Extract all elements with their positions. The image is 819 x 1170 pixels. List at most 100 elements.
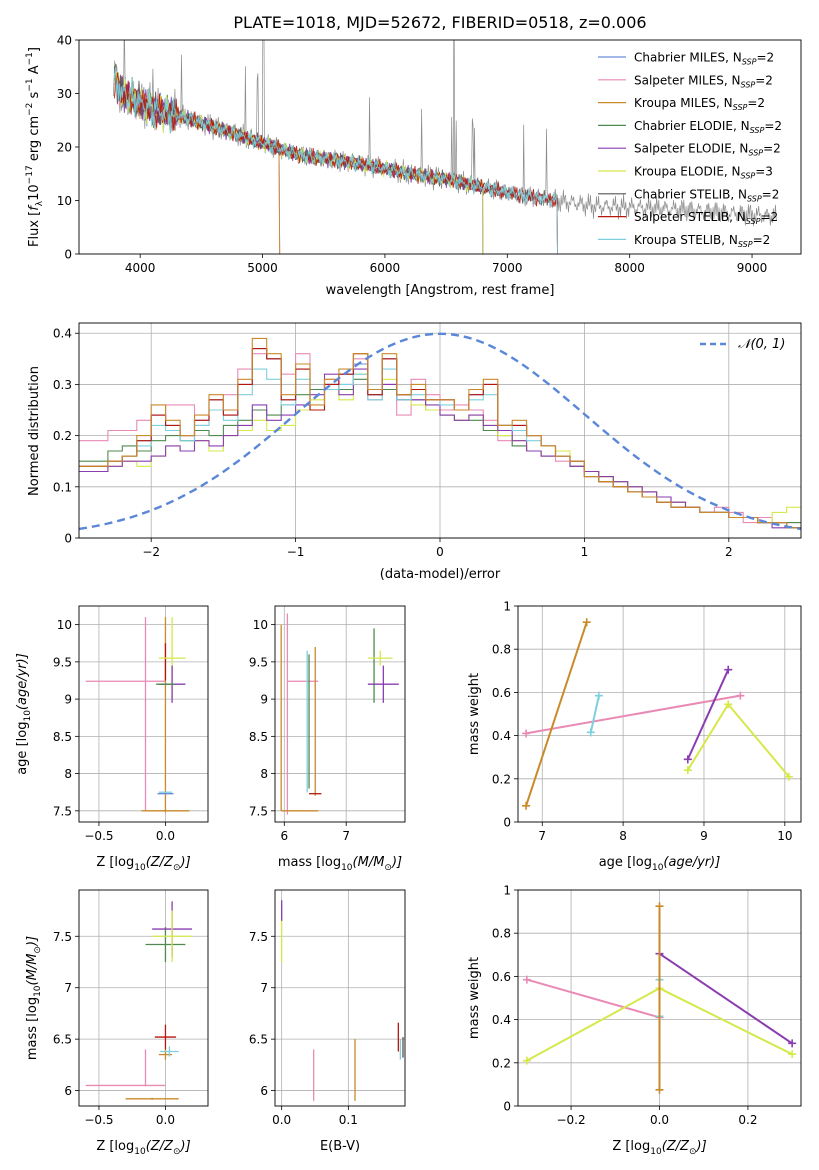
- series-group: [522, 618, 793, 810]
- y-tick-label: 0.6: [492, 686, 511, 700]
- histogram-group: [79, 332, 801, 531]
- series-marker-kroupa_miles: [522, 801, 531, 810]
- x-tick-label: 2: [725, 545, 733, 559]
- y-tick-label: 10: [253, 618, 268, 632]
- label-part: =2: [763, 142, 781, 156]
- label-part: A: [27, 65, 42, 78]
- label-part: Kroupa MILES, N: [634, 96, 733, 110]
- label-sub: λ: [35, 200, 45, 206]
- y-axis-label: mass [log10(M/M⊙)]: [25, 936, 43, 1060]
- label-part: Kroupa STELIB, N: [634, 233, 738, 247]
- x-tick-label: 8000: [614, 261, 645, 275]
- series-marker-kroupa_miles: [655, 902, 664, 911]
- label-sub: ⊙: [384, 863, 392, 873]
- mass-vs-ebv-panel: 0.0 0.1 6 6.5 7 7.5 E(B-V): [249, 889, 406, 1154]
- axes-frame: [274, 605, 406, 823]
- y-tick-label: 0.6: [492, 970, 511, 984]
- label-part: )]: [696, 1139, 707, 1154]
- y-tick-label: 9.5: [249, 655, 268, 669]
- series-line-salpeter_miles: [526, 978, 660, 1019]
- axes-frame: [78, 889, 209, 1107]
- y-axis-label: Normed distribution: [27, 366, 42, 496]
- model-kroupa_stelib: [114, 67, 558, 254]
- label-sub: 10: [341, 863, 353, 873]
- series-marker-kroupa_elodie: [788, 1050, 797, 1059]
- x-axis-label: (data-model)/error: [380, 567, 501, 582]
- label-part: mass [log: [278, 855, 341, 870]
- label-part: Z [log: [612, 1139, 650, 1154]
- label-part: Chabrier STELIB, N: [634, 187, 747, 201]
- label-sub: ⊙: [33, 946, 43, 954]
- legend-label-salpeter_elodie: Salpeter ELODIE, NSSP=2: [634, 142, 781, 158]
- y-tick-label: 6: [64, 1084, 72, 1098]
- label-part: Chabrier ELODIE, N: [634, 119, 750, 133]
- label-sub: 10: [23, 710, 33, 722]
- series-marker-kroupa_elodie: [784, 772, 793, 781]
- legend-label-kroupa_elodie: Kroupa ELODIE, NSSP=3: [634, 165, 773, 181]
- label-sub: 10: [134, 863, 146, 873]
- x-tick-label: −0.5: [84, 829, 113, 843]
- label-part: =2: [760, 210, 778, 224]
- x-tick-label: 0.2: [738, 1113, 757, 1127]
- residuals-panel: −2 −1 0 1 2 0 0.1 0.2 0.3 0.4 𝒩(0, 1) (data-model)/…: [27, 322, 802, 582]
- y-tick-label: 1: [503, 884, 511, 898]
- weight-vs-metallicity-panel: −0.2 0.0 0.2 0 0.2 0.4 0.6 0.8 1 mass weight Z [lo…: [467, 884, 802, 1157]
- y-tick-label: 0.3: [53, 378, 72, 392]
- label-sub: ⊙: [689, 1147, 697, 1157]
- histogram-kroupa_miles: [79, 337, 801, 529]
- x-tick-label: 9000: [737, 261, 768, 275]
- label-part: Salpeter STELIB, N: [634, 210, 746, 224]
- label-part: =2: [753, 233, 771, 247]
- label-part: (age/yr)]: [15, 653, 30, 710]
- label-sub: 10: [650, 1147, 662, 1157]
- y-tick-label: 30: [57, 87, 72, 101]
- axes-frame: [78, 39, 802, 255]
- y-axis-label: mass weight: [467, 957, 482, 1039]
- y-tick-label: 0.2: [492, 1056, 511, 1070]
- errorbar-group: [85, 617, 190, 813]
- series-line-kroupa_elodie: [686, 702, 790, 778]
- y-axis-label: mass weight: [467, 673, 482, 755]
- label-sub: 10: [134, 1147, 146, 1157]
- label-part: =2: [756, 51, 774, 65]
- series-line-salpeter_miles: [525, 694, 741, 735]
- label-part: )]: [180, 1139, 191, 1154]
- y-tick-label: 10: [57, 194, 72, 208]
- x-tick-label: −0.5: [84, 1113, 113, 1127]
- x-axis-label: Z [log10(Z/Z⊙)]: [96, 1139, 190, 1157]
- series-marker-kroupa_stelib: [594, 691, 603, 700]
- label-part: (Z/Z: [662, 1139, 690, 1154]
- y-axis-label: Flux [fλ10−17 erg cm−2 s−1 A−1]: [25, 47, 45, 247]
- y-tick-label: 7: [64, 981, 72, 995]
- series-marker-salpeter_elodie: [788, 1039, 797, 1048]
- x-axis-label: Z [log10(Z/Z⊙)]: [612, 1139, 706, 1157]
- y-tick-label: 7.5: [53, 930, 72, 944]
- label-sup: −2: [25, 103, 35, 116]
- figure-title: PLATE=1018, MJD=52672, FIBERID=0518, z=0…: [233, 13, 646, 32]
- y-tick-label: 7.5: [249, 804, 268, 818]
- axes-frame: [78, 605, 209, 823]
- spectrum-curves: [112, 40, 777, 254]
- x-axis-label: wavelength [Angstrom, rest frame]: [326, 283, 555, 298]
- y-tick-label: 8: [64, 767, 72, 781]
- legend-label-salpeter_miles: Salpeter MILES, NSSP=2: [634, 73, 773, 89]
- legend-label-chabrier_miles: Chabrier MILES, NSSP=2: [634, 51, 774, 67]
- y-tick-label: 20: [57, 141, 72, 155]
- label-part: )]: [25, 936, 40, 947]
- y-tick-label: 7: [260, 981, 268, 995]
- y-tick-label: 9: [64, 693, 72, 707]
- x-tick-label: 0.0: [156, 829, 175, 843]
- x-tick-label: 4000: [125, 261, 156, 275]
- x-tick-label: 5000: [247, 261, 278, 275]
- y-tick-label: 7.5: [249, 930, 268, 944]
- y-tick-label: 6: [260, 1084, 268, 1098]
- x-tick-label: 9: [700, 829, 708, 843]
- label-part: Salpeter MILES, N: [634, 73, 741, 87]
- x-tick-label: 0.1: [339, 1113, 358, 1127]
- label-part: =2: [755, 73, 773, 87]
- label-sup: −1: [25, 52, 35, 65]
- label-sub: SSP: [748, 149, 763, 158]
- label-part: 10: [27, 184, 42, 201]
- label-part: )]: [180, 855, 191, 870]
